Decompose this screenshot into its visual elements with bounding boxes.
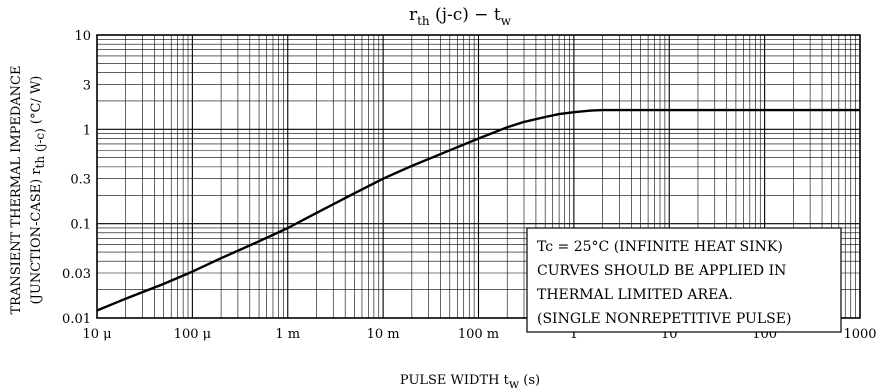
- y-tick-label: 0.3: [70, 173, 91, 188]
- annotation-line-2: CURVES SHOULD BE APPLIED IN: [537, 263, 786, 279]
- chart-title-mid: (j-c) − t: [430, 5, 501, 25]
- y-axis-label-line-2-a: (JUNCTION-CASE) r: [29, 168, 44, 305]
- y-tick-label: 1: [83, 123, 91, 138]
- chart-title-main-sub: th: [417, 14, 430, 28]
- y-axis-label: TRANSIENT THERMAL IMPEDANCE (JUNCTION-CA…: [9, 66, 47, 315]
- annotation-line-4: (SINGLE NONREPETITIVE PULSE): [537, 311, 791, 327]
- y-tick-label: 0.1: [70, 218, 91, 233]
- x-tick-label: 100 m: [458, 327, 499, 342]
- x-axis-label-main: PULSE WIDTH t: [400, 373, 510, 388]
- x-axis-label-sub: w: [509, 377, 520, 391]
- chart-title: rth (j-c) − tw: [409, 5, 512, 28]
- annotation-line-1: Tc = 25°C (INFINITE HEAT SINK): [537, 239, 783, 255]
- x-tick-label: 1000: [843, 327, 876, 342]
- y-tick-label: 0.01: [62, 312, 91, 327]
- annotation-line-3: THERMAL LIMITED AREA.: [537, 287, 733, 303]
- annotation-box: Tc = 25°C (INFINITE HEAT SINK) CURVES SH…: [526, 227, 842, 333]
- series-layer: [96, 108, 860, 312]
- chart-title-end-sub: w: [501, 14, 512, 28]
- x-tick-label: 1: [570, 327, 578, 342]
- y-tick-label: 10: [74, 29, 91, 44]
- y-axis-label-line-2-b: (°C/ W): [29, 76, 44, 129]
- x-axis-label: PULSE WIDTH tw (s): [400, 373, 540, 391]
- x-axis-label-unit: (s): [519, 373, 540, 388]
- series-line-1: [96, 108, 860, 312]
- y-axis-label-line-2-sub: th (j-c): [33, 128, 47, 168]
- y-tick-label: 3: [83, 78, 91, 93]
- x-tick-label: 1 m: [275, 327, 300, 342]
- plot-frame: [96, 34, 861, 319]
- chart-title-main: r: [409, 5, 418, 25]
- y-axis-label-line-1: TRANSIENT THERMAL IMPEDANCE: [9, 66, 24, 315]
- annotation-box-background: [526, 227, 842, 333]
- x-tick-label: 10 m: [367, 327, 400, 342]
- y-tick-label: 0.03: [62, 267, 91, 282]
- x-tick-label: 100 μ: [174, 327, 211, 342]
- y-axis-label-line-2: (JUNCTION-CASE) rth (j-c) (°C/ W): [29, 76, 47, 305]
- x-tick-label: 10 μ: [82, 327, 111, 342]
- y-tick-labels: 0.01 0.03 0.1 0.3 1 3 10: [62, 29, 91, 327]
